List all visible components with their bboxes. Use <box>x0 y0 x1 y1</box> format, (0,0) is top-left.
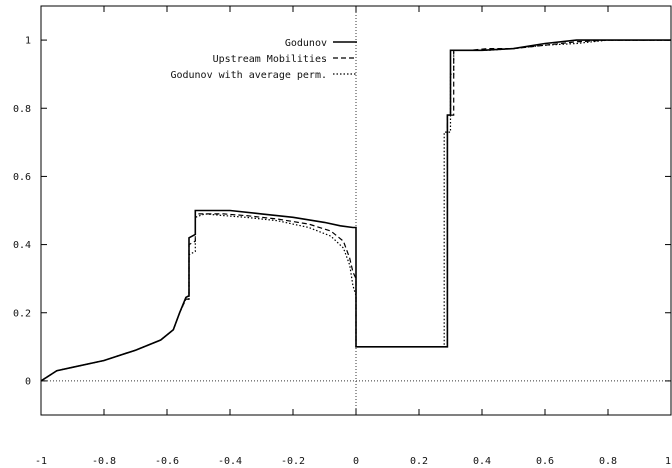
x-tick-label: 0.6 <box>536 456 554 467</box>
y-tick-label: 0 <box>25 376 31 387</box>
legend: Godunov Upstream Mobilities Godunov with a… <box>170 38 357 81</box>
y-tick-label: 0.8 <box>13 104 31 115</box>
axis-ticks: -1 -0.8 -0.6 -0.4 -0.2 0 0.2 0.4 0.6 0.8 1 0 0.2 0.4 0… <box>13 6 672 467</box>
series-group <box>40 39 671 382</box>
legend-label: Upstream Mobilities <box>213 54 327 65</box>
x-tick-label: -1 <box>35 456 47 467</box>
x-tick-label: 0.2 <box>410 456 428 467</box>
y-tick-label: 0.6 <box>13 172 31 183</box>
x-tick-label: 0 <box>353 456 359 467</box>
y-tick-label: 1 <box>25 36 31 47</box>
x-tick-label: -0.4 <box>218 456 242 467</box>
y-tick-label: 0.2 <box>13 308 31 319</box>
x-tick-label: -0.8 <box>92 456 116 467</box>
y-tick-label: 0.4 <box>13 240 31 251</box>
x-tick-label: 0.8 <box>599 456 617 467</box>
x-tick-label: 0.4 <box>473 456 491 467</box>
series-line-3 <box>40 39 671 382</box>
legend-label: Godunov <box>285 38 327 49</box>
zero-lines <box>41 6 671 415</box>
x-tick-label: 1 <box>665 456 671 467</box>
x-tick-label: -0.2 <box>281 456 305 467</box>
legend-label: Godunov with average perm. <box>170 70 327 81</box>
x-tick-label: -0.6 <box>155 456 179 467</box>
